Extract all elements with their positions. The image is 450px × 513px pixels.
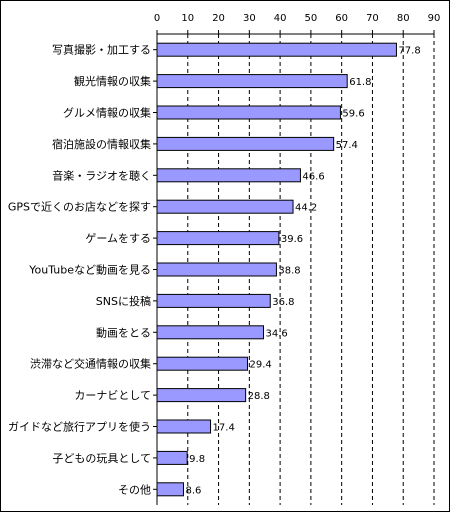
data-label: 59.6 (342, 109, 364, 120)
data-label: 34.6 (265, 328, 287, 339)
x-tick-label: 90 (428, 13, 441, 24)
bar (156, 42, 397, 57)
bar (156, 136, 335, 151)
bar (156, 419, 212, 434)
x-tick-label: 10 (181, 13, 194, 24)
data-label: 17.4 (213, 423, 235, 434)
bar (156, 168, 301, 183)
data-label: 36.8 (272, 297, 294, 308)
x-tick-label: 40 (274, 13, 287, 24)
category-label: ガイドなど旅行アプリを使う (8, 420, 151, 434)
x-tick-label: 20 (212, 13, 225, 24)
bar (156, 262, 277, 277)
x-tick-label: 0 (154, 13, 160, 24)
category-label: グルメ情報の収集 (63, 106, 151, 120)
category-label: カーナビとして (74, 389, 151, 402)
bar (156, 388, 247, 403)
data-label: 8.6 (185, 485, 201, 496)
data-label: 29.4 (249, 360, 271, 371)
x-tick-label: 70 (366, 13, 379, 24)
data-label: 9.8 (189, 454, 205, 465)
bar (156, 199, 294, 214)
data-label: 38.8 (278, 266, 300, 277)
category-label: SNSに投稿 (96, 294, 151, 308)
category-label: GPSで近くのお店などを探す (8, 200, 151, 214)
bar (156, 231, 280, 246)
category-label: 子どもの玩具として (52, 452, 151, 465)
data-label: 39.6 (281, 234, 303, 245)
x-tick-label: 60 (335, 13, 348, 24)
data-label: 28.8 (248, 391, 270, 402)
data-label: 61.8 (349, 77, 371, 88)
bar (156, 105, 341, 120)
data-label: 46.6 (302, 171, 324, 182)
bar (156, 74, 348, 89)
bar (156, 293, 271, 308)
data-label: 44.2 (295, 203, 317, 214)
bar (156, 356, 248, 371)
category-label: 音楽・ラジオを聴く (52, 168, 151, 182)
bar (156, 482, 184, 497)
category-label: 宿泊施設の情報収集 (52, 137, 151, 151)
x-tick-label: 80 (397, 13, 410, 24)
category-label: YouTubeなど動画を見る (28, 263, 151, 277)
bar (156, 450, 188, 465)
category-label: 渋滞など交通情報の収集 (30, 357, 151, 371)
bar (156, 325, 264, 340)
x-tick-label: 50 (305, 13, 318, 24)
category-label: 動画をとる (96, 325, 151, 339)
data-label: 77.8 (398, 46, 420, 57)
category-label: ゲームをする (85, 232, 151, 245)
data-label: 57.4 (336, 140, 358, 151)
category-label: 観光情報の収集 (74, 74, 151, 88)
category-label: その他 (118, 483, 151, 496)
category-label: 写真撮影・加工する (52, 43, 151, 57)
x-tick-label: 30 (243, 13, 256, 24)
